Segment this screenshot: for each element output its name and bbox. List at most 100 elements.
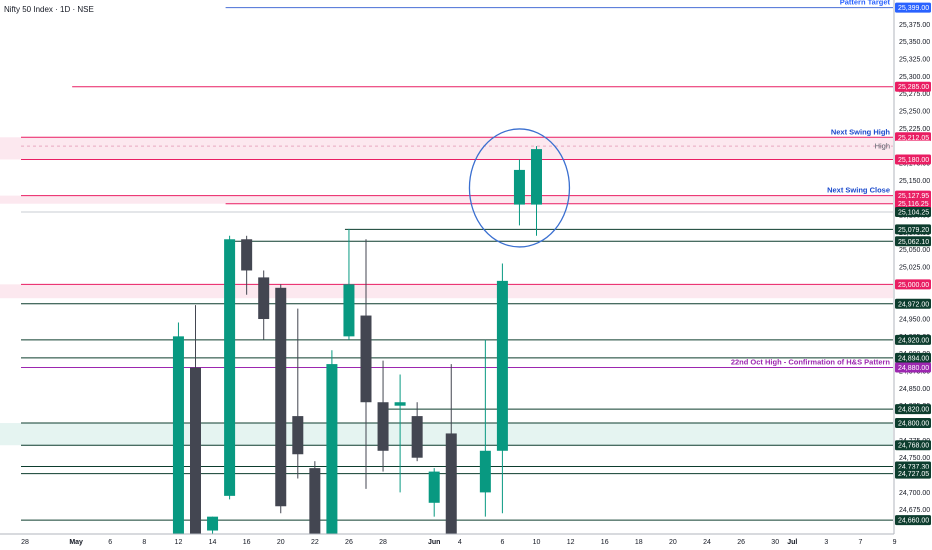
price-badge-label: 25,285.00	[898, 84, 929, 91]
x-tick-label: 24	[703, 539, 711, 546]
price-badge-label: 25,104.25	[898, 210, 929, 217]
price-badge: 25,104.25	[895, 207, 931, 218]
price-badge: 25,399.00	[895, 2, 931, 13]
x-tick-label: 18	[635, 539, 643, 546]
level-annotation: Next Swing High	[831, 127, 891, 136]
symbol-title: Nifty 50 Index · 1D · NSE	[4, 5, 94, 14]
annotations-layer: Pattern Target Next Swing High High Next Sw…	[731, 0, 891, 367]
candle-body	[292, 416, 304, 455]
y-tick-label: 25,025.00	[899, 265, 930, 272]
x-tick-label: 6	[500, 539, 504, 546]
candle-body	[360, 315, 372, 403]
candle-body	[258, 277, 270, 320]
candle-body	[241, 239, 253, 271]
highlight-layer	[468, 128, 571, 248]
x-tick-label: 4	[458, 539, 462, 546]
candle	[479, 339, 491, 517]
price-badge-label: 25,079.20	[898, 227, 929, 234]
x-tick-label: 14	[209, 539, 217, 546]
price-badge: 25,180.00	[895, 154, 931, 165]
candle-body	[428, 471, 440, 503]
price-badge-label: 24,800.00	[898, 421, 929, 428]
x-tick-label: 26	[345, 539, 353, 546]
price-badge: 25,116.25	[895, 198, 931, 209]
price-badge-bg	[895, 198, 931, 209]
price-badge-label: 25,399.00	[898, 5, 929, 12]
candle-body	[377, 402, 389, 451]
price-badge-bg	[895, 418, 931, 429]
candle	[343, 228, 355, 340]
price-badge-bg	[895, 236, 931, 247]
x-tick-label: Jun	[428, 539, 440, 546]
candle-body	[479, 450, 491, 493]
candle-body	[326, 364, 338, 534]
candle-body	[531, 149, 542, 205]
price-badge-label: 25,062.10	[898, 239, 929, 246]
candle-body	[496, 280, 508, 451]
price-badge-bg	[895, 154, 931, 165]
price-badge-bg	[895, 207, 931, 218]
price-badge-bg	[895, 298, 931, 309]
x-tick-label: 28	[21, 539, 29, 546]
candle-body	[343, 284, 355, 337]
x-tick-label: 3	[824, 539, 828, 546]
y-tick-label: 25,150.00	[899, 178, 930, 185]
candle	[224, 235, 236, 500]
candle-body	[309, 468, 321, 534]
price-badge-label: 25,116.25	[898, 201, 929, 208]
price-badge-bg	[895, 468, 931, 479]
level-annotation: Pattern Target	[840, 0, 891, 7]
candle	[309, 461, 321, 534]
candle-body	[513, 169, 525, 205]
price-badge: 25,062.10	[895, 236, 931, 247]
zone-band	[0, 284, 893, 299]
price-badge: 24,727.05	[895, 468, 931, 479]
price-badge-bg	[894, 140, 932, 152]
x-tick-label: 12	[567, 539, 575, 546]
candle	[377, 360, 389, 472]
x-tick-label: 20	[277, 539, 285, 546]
zones-layer	[0, 137, 893, 446]
y-tick-label: 25,300.00	[899, 74, 930, 81]
candle	[190, 305, 201, 534]
y-tick-label: 25,275.00	[899, 91, 930, 98]
candle-body	[224, 239, 236, 496]
price-badge-label: 24,894.00	[898, 355, 929, 362]
x-tick-label: 12	[175, 539, 183, 546]
highlight-circle	[468, 128, 571, 248]
price-badge-bg	[895, 2, 931, 13]
candle	[531, 146, 542, 236]
time-axis: 28 May 6 8 12 14 16 20 22 26 28 Jun 4 6 10 12 16 18 20 24 26…	[0, 533, 897, 550]
x-tick-label: May	[69, 539, 83, 546]
price-badge-bg	[895, 132, 931, 143]
candle	[428, 468, 440, 517]
price-badge-label: 24,972.00	[898, 301, 929, 308]
y-tick-label: 24,700.00	[899, 490, 930, 497]
y-tick-label: 24,750.00	[899, 455, 930, 462]
price-badge: 24,920.00	[895, 334, 931, 345]
price-badge-bg	[895, 81, 931, 92]
candle	[292, 308, 304, 479]
candle-body	[411, 416, 423, 458]
price-badge-bg	[895, 404, 931, 415]
price-badge-label: 25,199.30	[898, 144, 929, 151]
price-badge-label: 24,920.00	[898, 337, 929, 344]
x-tick-label: Jul	[787, 539, 797, 546]
candle	[496, 263, 508, 514]
candle	[275, 284, 287, 514]
price-badge: 24,660.00	[895, 515, 931, 526]
price-badge-bg	[895, 190, 931, 201]
y-tick-label: 25,375.00	[899, 22, 930, 29]
price-badge: 25,127.95	[895, 190, 931, 201]
price-badge-label: 24,727.05	[898, 471, 929, 478]
candle	[445, 364, 457, 534]
price-badge-label: 25,127.95	[898, 193, 929, 200]
x-tick-label: 8	[142, 539, 146, 546]
candle-body	[394, 402, 406, 406]
candle	[172, 322, 184, 534]
x-tick-label: 28	[379, 539, 387, 546]
price-axis: 24,675.0024,700.0024,725.0024,750.0024,7…	[893, 0, 932, 550]
x-tick-label: 20	[669, 539, 677, 546]
